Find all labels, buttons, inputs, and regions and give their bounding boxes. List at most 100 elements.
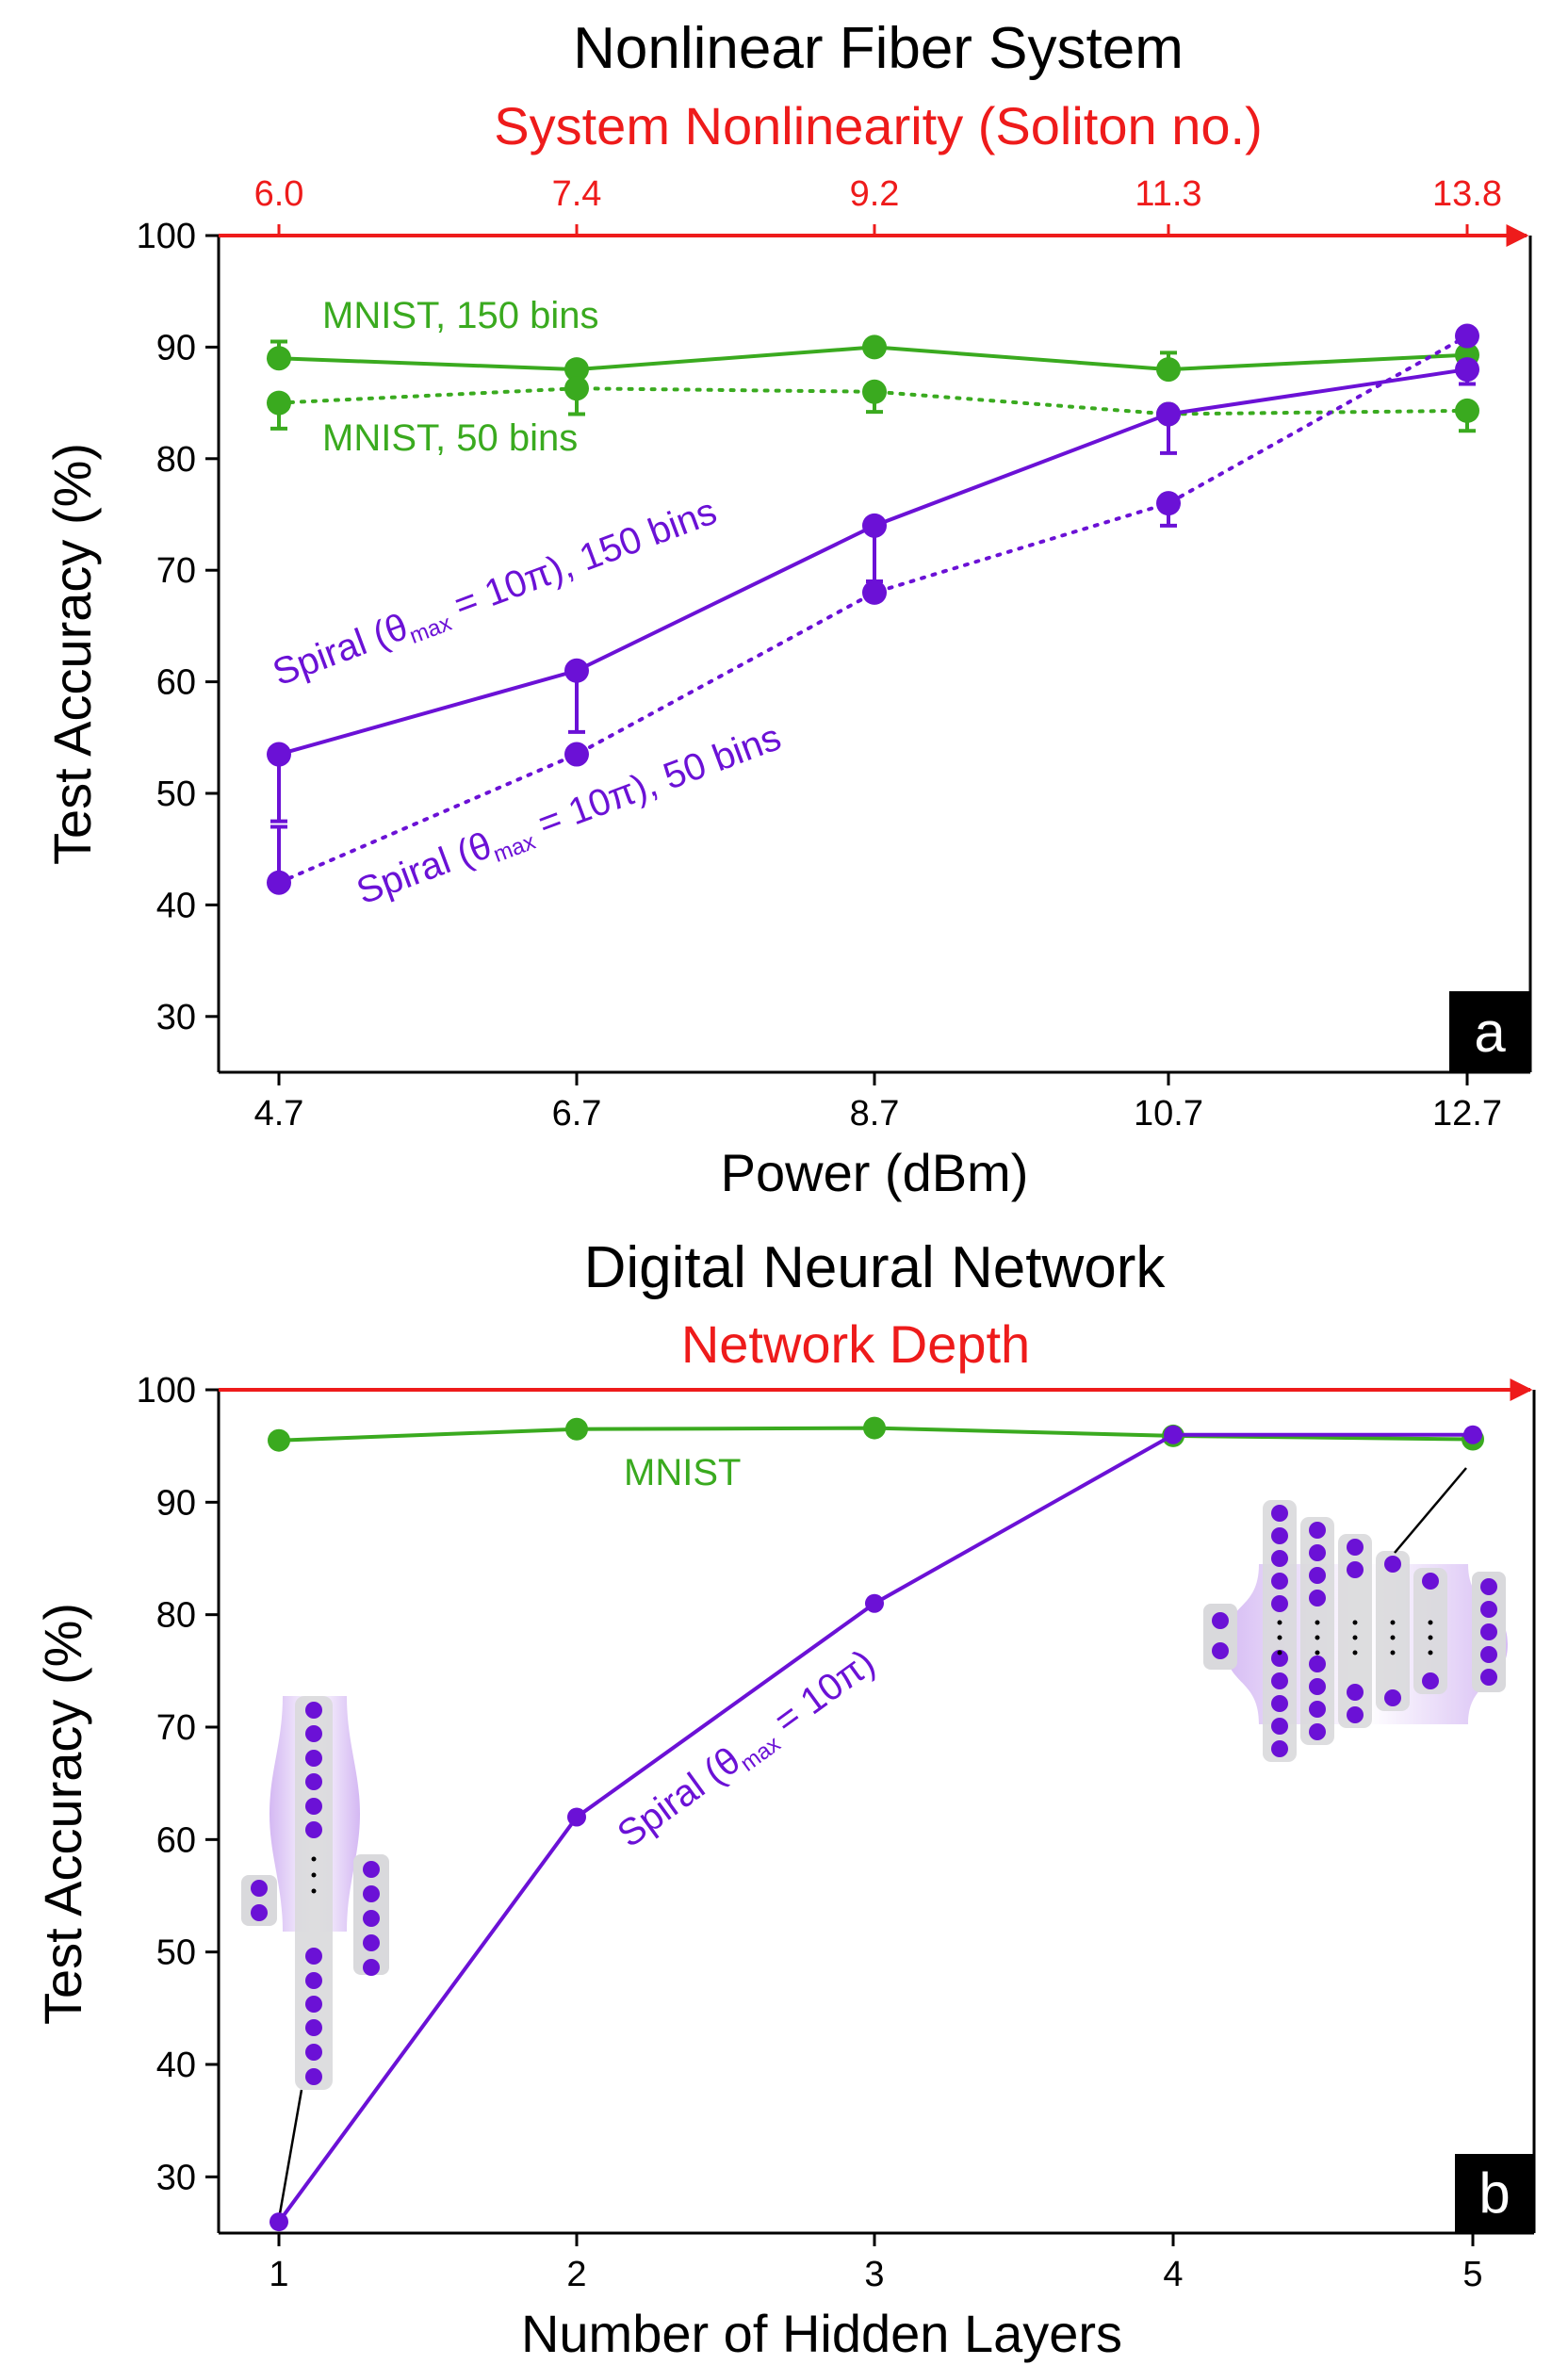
y-tick-label: 70 [156,551,196,591]
data-point [863,1416,886,1440]
top-tick-label: 11.3 [1135,174,1201,214]
hidden-node [1271,1740,1288,1757]
y-tick-label: 60 [156,663,196,703]
data-point [267,870,291,895]
x-tick-label: 2 [566,2255,586,2294]
panel-a-x-label: Power (dBm) [721,1143,1029,1202]
hidden-node [305,1773,322,1790]
ellipsis-dot [1315,1650,1320,1656]
data-point [1463,1425,1482,1444]
panel-a-top-ticks: 6.0 7.4 9.2 11.3 13.8 [254,174,1502,214]
ellipsis-dot [1352,1650,1358,1656]
x-tick-label: 8.7 [850,1094,900,1134]
data-point [862,379,887,404]
x-tick-label: 6.7 [552,1094,602,1134]
annotation-text: Spiral (θ [351,824,498,912]
annotation-text: Spiral (θ [610,1739,747,1855]
annotation-text: = 10π), 50 bins [523,716,787,848]
ellipsis-dot [1428,1650,1433,1656]
hidden-layer-box [1300,1517,1334,1745]
y-tick-label: 100 [137,217,196,256]
output-node [1480,1669,1497,1686]
hidden-layer-box [1338,1534,1372,1728]
ellipsis-dot [1390,1650,1396,1656]
hidden-node [1347,1561,1364,1578]
data-point [564,376,589,401]
ellipsis-dot [1390,1635,1396,1640]
data-point [1455,323,1479,349]
hidden-node [305,1948,322,1965]
panel-a-series [267,323,1479,895]
y-tick-label: 90 [156,1483,196,1523]
data-point [267,346,291,371]
data-point [567,1807,586,1827]
hidden-node [1309,1590,1326,1607]
data-point [1455,398,1479,423]
annotation-mnist: MNIST [624,1452,741,1493]
y-tick-label: 50 [156,1933,196,1973]
y-tick-label: 40 [156,886,196,925]
hidden-node [1309,1656,1326,1672]
output-node [363,1885,380,1902]
hidden-node [1271,1718,1288,1735]
hidden-node [1347,1539,1364,1556]
top-tick-label: 6.0 [254,174,304,214]
data-point [267,742,291,767]
top-tick-label: 13.8 [1432,174,1502,214]
ellipsis-dot [1428,1635,1433,1640]
hidden-node [1271,1505,1288,1522]
ellipsis-dot [311,1872,317,1878]
input-layer-box [241,1875,277,1926]
hidden-layer-box [1263,1500,1297,1762]
hidden-node [305,1821,322,1838]
output-node [1480,1646,1497,1663]
panel-a-title: Nonlinear Fiber System [573,16,1184,81]
y-tick-label: 30 [156,2158,196,2197]
data-point [862,579,887,605]
data-point [1156,401,1181,427]
hidden-node [1384,1689,1401,1706]
hidden-node [1422,1672,1439,1689]
hidden-node [1384,1556,1401,1573]
annotation-spiral-150: Spiral (θmax = 10π), 150 bins [268,491,724,699]
panel-a-y-label: Test Accuracy (%) [42,443,102,865]
hidden-node [1347,1684,1364,1701]
network-diagram-deep [1203,1467,1508,1762]
panel-a: Nonlinear Fiber System System Nonlineari… [42,16,1532,1202]
x-tick-label: 10.7 [1134,1094,1203,1134]
hidden-node [1309,1567,1326,1584]
hidden-node [1271,1650,1288,1667]
ellipsis-dot [1277,1635,1282,1640]
input-node [1212,1612,1229,1629]
panel-a-label-box [1449,991,1530,1072]
data-point [862,513,887,538]
hidden-node [1271,1595,1288,1612]
data-point [565,1417,588,1441]
hidden-node [305,1972,322,1989]
ellipsis-dot [1315,1620,1320,1625]
pointer-line [277,2089,303,2220]
network-layer-boxes [1203,1500,1506,1762]
ellipsis-dot [1428,1620,1433,1625]
ellipsis-dot [1352,1635,1358,1640]
x-tick-label: 5 [1462,2255,1482,2294]
hidden-node [305,1702,322,1719]
x-tick-label: 12.7 [1432,1094,1502,1134]
data-point [1164,1425,1183,1444]
panel-b-x-ticks: 1 2 3 4 5 [269,2233,1483,2294]
annotation-text: Spiral (θ [268,606,414,693]
hidden-node [1347,1706,1364,1723]
panel-b-y-ticks: 30 40 50 60 70 80 90 100 [137,1371,219,2197]
hidden-layer-box [1376,1551,1410,1711]
output-node [363,1959,380,1976]
hidden-node [305,2044,322,2061]
y-tick-label: 100 [137,1371,196,1411]
panel-b-y-label: Test Accuracy (%) [33,1603,92,2025]
input-node [251,1880,268,1897]
ellipsis-dot [311,1856,317,1862]
data-point [1156,357,1181,383]
data-point [564,742,589,767]
hidden-node [305,1750,322,1767]
panel-b-label-box [1455,2154,1534,2233]
data-point [865,1593,884,1613]
